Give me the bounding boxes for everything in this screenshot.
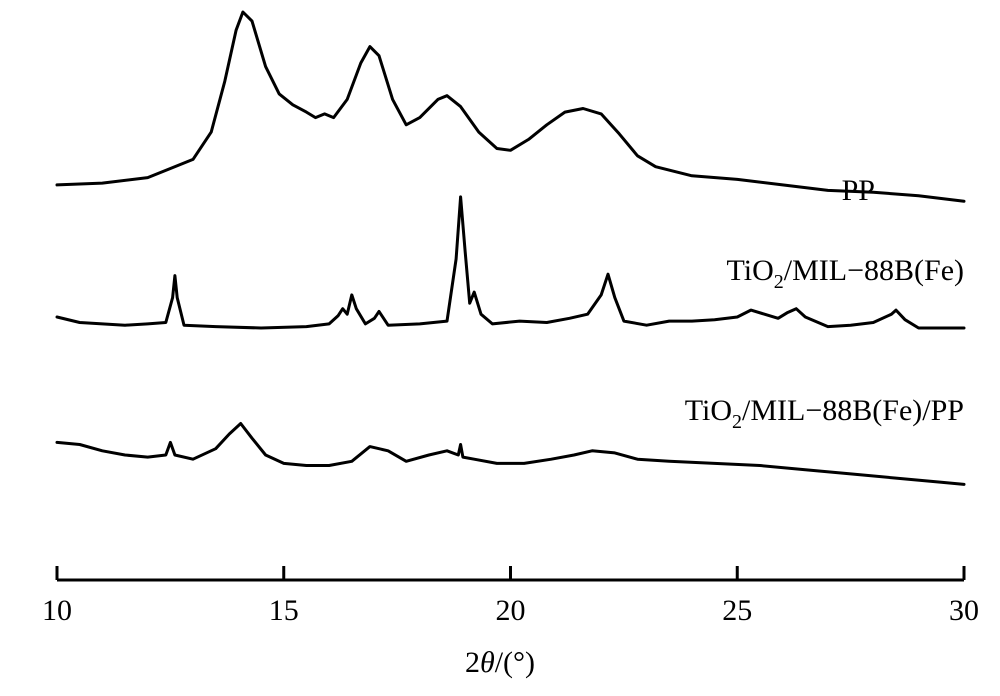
x-axis-label: 2θ/(°): [465, 646, 535, 679]
x-tick-label-25: 25: [722, 594, 752, 627]
series-line-1: [55, 10, 966, 203]
x-tick-label-20: 20: [496, 594, 526, 627]
series-label-3: TiO2/MIL−88B(Fe)/PP: [685, 394, 964, 433]
curves-layer: [55, 10, 966, 486]
x-tick-label-30: 30: [949, 594, 979, 627]
x-tick-label-15: 15: [269, 594, 299, 627]
series-line-2: [55, 195, 966, 330]
series-line-3: [55, 422, 966, 486]
series-labels-layer: PP TiO2/MIL−88B(Fe) TiO2/MIL−88B(Fe)/PP: [685, 174, 964, 433]
series-label-2: TiO2/MIL−88B(Fe): [726, 254, 964, 293]
x-tick-label-10: 10: [42, 594, 72, 627]
x-ticks-layer: 10 15 20 25 30: [42, 566, 979, 627]
series-label-1: PP: [842, 174, 875, 207]
